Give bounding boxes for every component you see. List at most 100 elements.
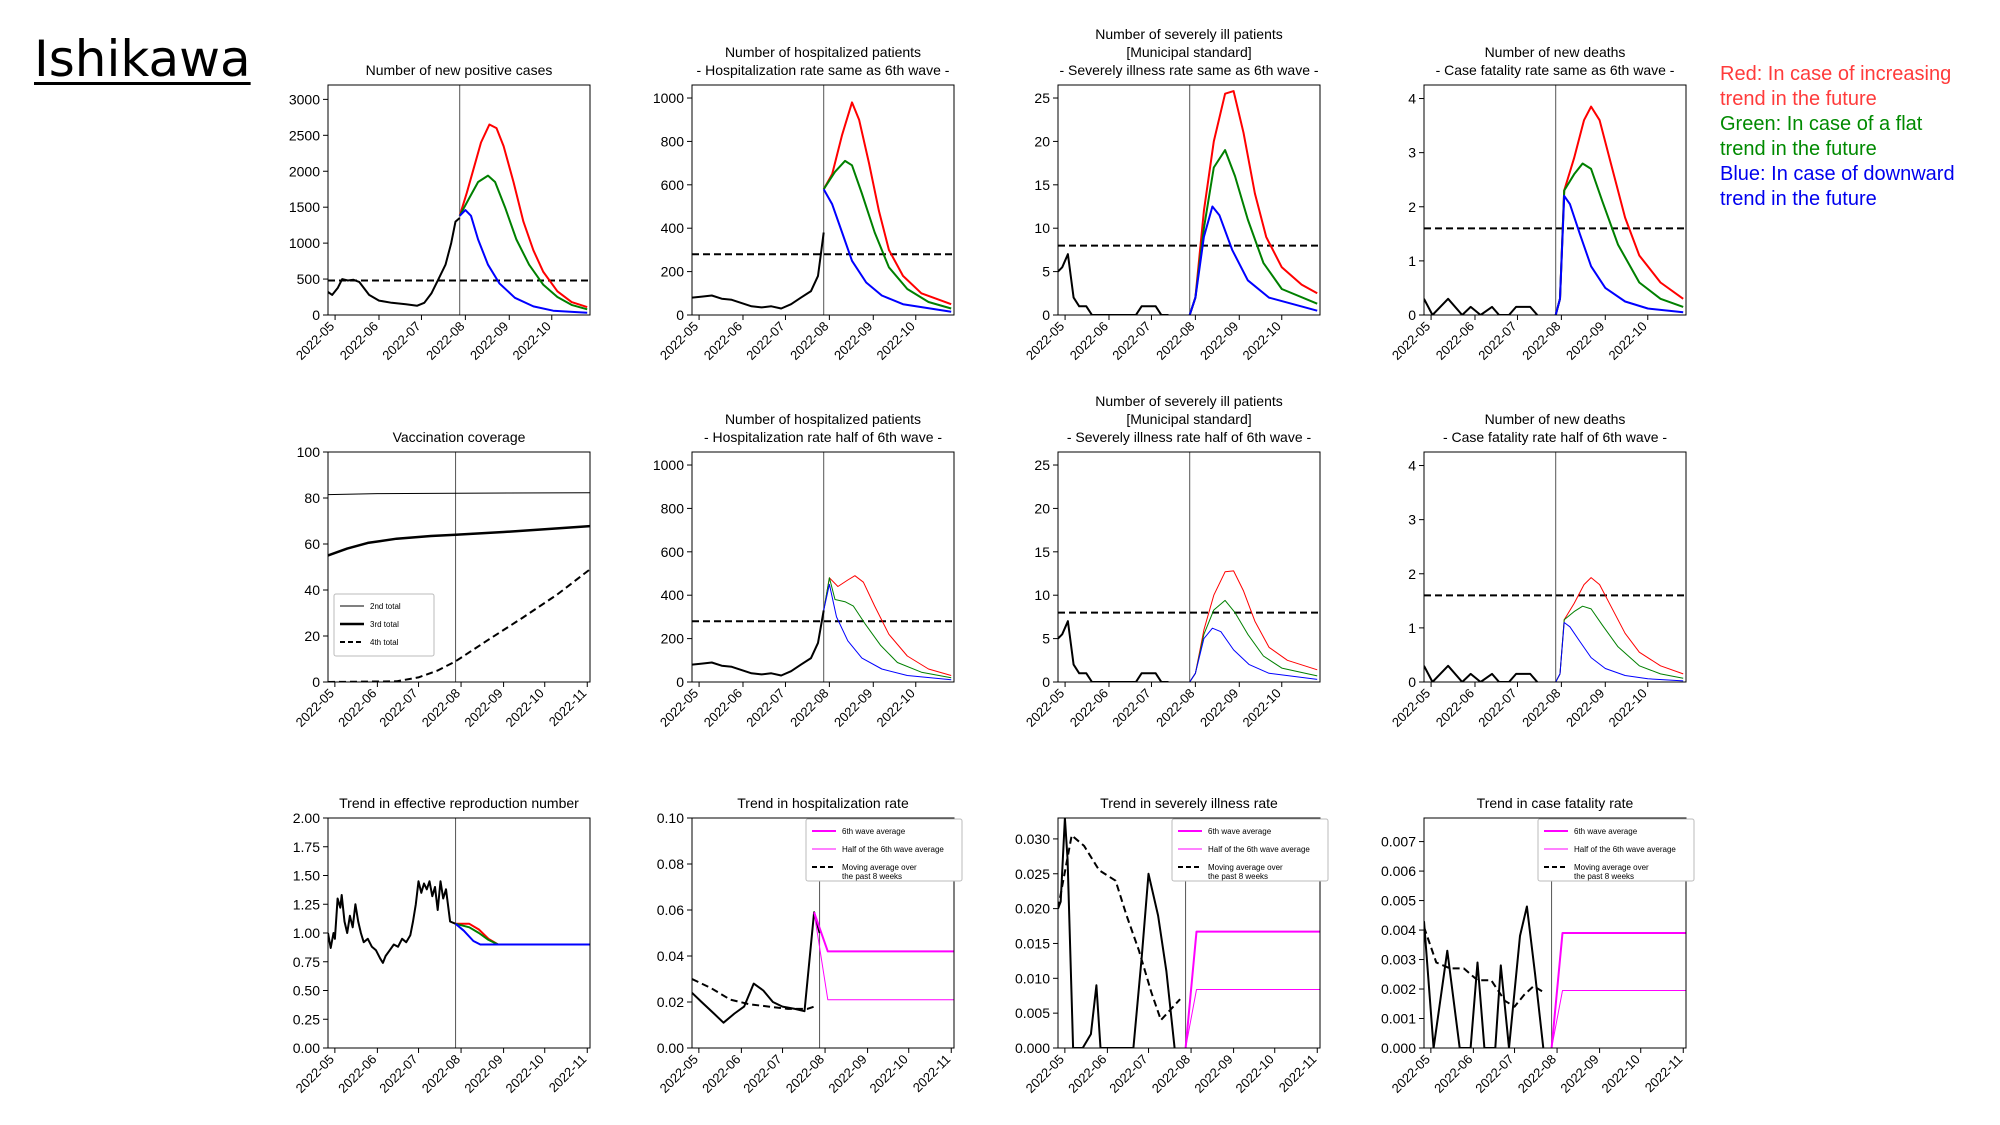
series-line-2 xyxy=(822,159,952,310)
y-tick-label: 0.006 xyxy=(1381,863,1416,879)
x-tick-label: 2022-08 xyxy=(1153,686,1197,730)
x-tick-label: 2022-07 xyxy=(376,1052,420,1096)
chart-title: - Severely illness rate half of 6th wave… xyxy=(1067,429,1312,445)
series-line-3 xyxy=(822,188,952,313)
legend-increasing-scenario: Red: In case of increasing trend in the … xyxy=(1720,63,1952,110)
x-tick-label: 2022-05 xyxy=(1389,686,1433,730)
legend-label: 2nd total xyxy=(370,602,401,611)
x-tick-label: 2022-08 xyxy=(419,686,463,730)
y-tick-label: 1000 xyxy=(289,235,320,251)
series-line-2 xyxy=(1550,932,1686,1048)
x-tick-label: 2022-06 xyxy=(1065,1052,1109,1096)
x-tick-label: 2022-10 xyxy=(867,1052,911,1096)
series-line-0 xyxy=(692,232,825,310)
x-tick-label: 2022-11 xyxy=(1276,1052,1320,1096)
x-tick-label: 2022-08 xyxy=(787,686,831,730)
chart-deaths-same: Number of new deaths - Case fatality rate… xyxy=(1389,44,1687,363)
y-tick-label: 60 xyxy=(304,536,320,552)
x-tick-label: 2022-07 xyxy=(743,319,787,363)
y-tick-label: 3 xyxy=(1408,512,1416,528)
x-tick-label: 2022-10 xyxy=(1240,686,1284,730)
series-line-0 xyxy=(328,492,590,496)
y-tick-label: 1000 xyxy=(653,90,684,106)
x-tick-label: 2022-05 xyxy=(293,1052,337,1096)
y-tick-label: 0.000 xyxy=(1015,1040,1050,1056)
series-line-0 xyxy=(1058,818,1176,1048)
x-tick-label: 2022-06 xyxy=(1067,686,1111,730)
series-line-1 xyxy=(1188,90,1318,315)
legend-frame xyxy=(805,818,963,882)
legend-label: Half of the 6th wave average xyxy=(1574,845,1676,854)
series-line-1 xyxy=(822,101,952,306)
legend-label: Moving average over xyxy=(842,863,917,872)
series-line-0 xyxy=(328,217,461,307)
plot-area xyxy=(1424,452,1686,682)
plot-area xyxy=(692,452,954,682)
legend-label: 6th wave average xyxy=(1574,827,1638,836)
y-tick-label: 400 xyxy=(661,587,685,603)
y-tick-label: 1.50 xyxy=(293,868,320,884)
legend-label: Half of the 6th wave average xyxy=(1208,845,1310,854)
y-tick-label: 0 xyxy=(312,307,320,323)
series-line-3 xyxy=(1551,990,1686,1048)
x-tick-label: 2022-09 xyxy=(461,686,505,730)
series-line-3 xyxy=(1188,205,1318,315)
y-tick-label: 2500 xyxy=(289,127,320,143)
x-tick-label: 2022-09 xyxy=(1191,1052,1235,1096)
series-line-1 xyxy=(1554,105,1684,315)
y-tick-label: 600 xyxy=(661,544,685,560)
y-tick-label: 15 xyxy=(1034,177,1050,193)
x-tick-label: 2022-05 xyxy=(293,319,337,363)
x-tick-label: 2022-09 xyxy=(1197,319,1241,363)
x-tick-label: 2022-10 xyxy=(1233,1052,1277,1096)
x-tick-label: 2022-06 xyxy=(699,1052,743,1096)
chart-legend: 6th wave average Half of the 6th wave ave… xyxy=(1537,818,1695,882)
y-tick-label: 0 xyxy=(1408,307,1416,323)
y-tick-label: 0.50 xyxy=(293,983,320,999)
chart-new-cases: Number of new positive cases 0 500 1000 1500… xyxy=(289,62,591,363)
series-line-0 xyxy=(1058,253,1169,315)
y-tick-label: 10 xyxy=(1034,220,1050,236)
y-tick-label: 2 xyxy=(1408,199,1416,215)
legend-label: Moving average over xyxy=(1574,863,1649,872)
x-tick-label: 2022-09 xyxy=(461,1052,505,1096)
series-line-3 xyxy=(823,583,952,681)
chart-title: Trend in severely illness rate xyxy=(1100,795,1278,811)
y-tick-label: 0.030 xyxy=(1015,831,1050,847)
y-tick-label: 4 xyxy=(1408,91,1416,107)
y-tick-label: 500 xyxy=(297,271,321,287)
x-tick-label: 2022-07 xyxy=(376,686,420,730)
y-tick-label: 0.25 xyxy=(293,1011,320,1027)
x-tick-label: 2022-05 xyxy=(657,686,701,730)
legend-frame xyxy=(1171,818,1329,882)
series-line-2 xyxy=(1554,162,1684,315)
x-tick-label: 2022-09 xyxy=(831,686,875,730)
y-tick-label: 0 xyxy=(1042,674,1050,690)
plot-area xyxy=(692,85,954,315)
plot-area xyxy=(328,85,590,315)
y-tick-label: 25 xyxy=(1034,457,1050,473)
y-tick-label: 0 xyxy=(1408,674,1416,690)
x-tick-label: 2022-10 xyxy=(503,1052,547,1096)
series-line-3 xyxy=(458,209,588,314)
series-line-0 xyxy=(328,880,456,964)
chart-severe-rate: Trend in severely illness rate 0.000 0.005… xyxy=(1015,795,1329,1096)
y-tick-label: 5 xyxy=(1042,631,1050,647)
y-tick-label: 200 xyxy=(661,264,685,280)
axes-frame xyxy=(1057,84,1321,316)
x-tick-label: 2022-06 xyxy=(337,319,381,363)
chart-severe-same: Number of severely ill patients [Municipa… xyxy=(1023,26,1321,363)
y-tick-label: 1500 xyxy=(289,199,320,215)
series-line-3 xyxy=(1554,194,1684,315)
x-tick-label: 2022-07 xyxy=(1109,686,1153,730)
y-tick-label: 0.005 xyxy=(1015,1005,1050,1021)
y-tick-label: 0.010 xyxy=(1015,970,1050,986)
x-tick-label: 2022-07 xyxy=(379,319,423,363)
chart-reproduction: Trend in effective reproduction number 0.… xyxy=(293,795,591,1096)
legend-label: Moving average over xyxy=(1208,863,1283,872)
x-tick-label: 2022-05 xyxy=(1023,686,1067,730)
axes-frame xyxy=(1057,451,1321,683)
y-tick-label: 0.005 xyxy=(1381,893,1416,909)
x-tick-label: 2022-05 xyxy=(657,1052,701,1096)
